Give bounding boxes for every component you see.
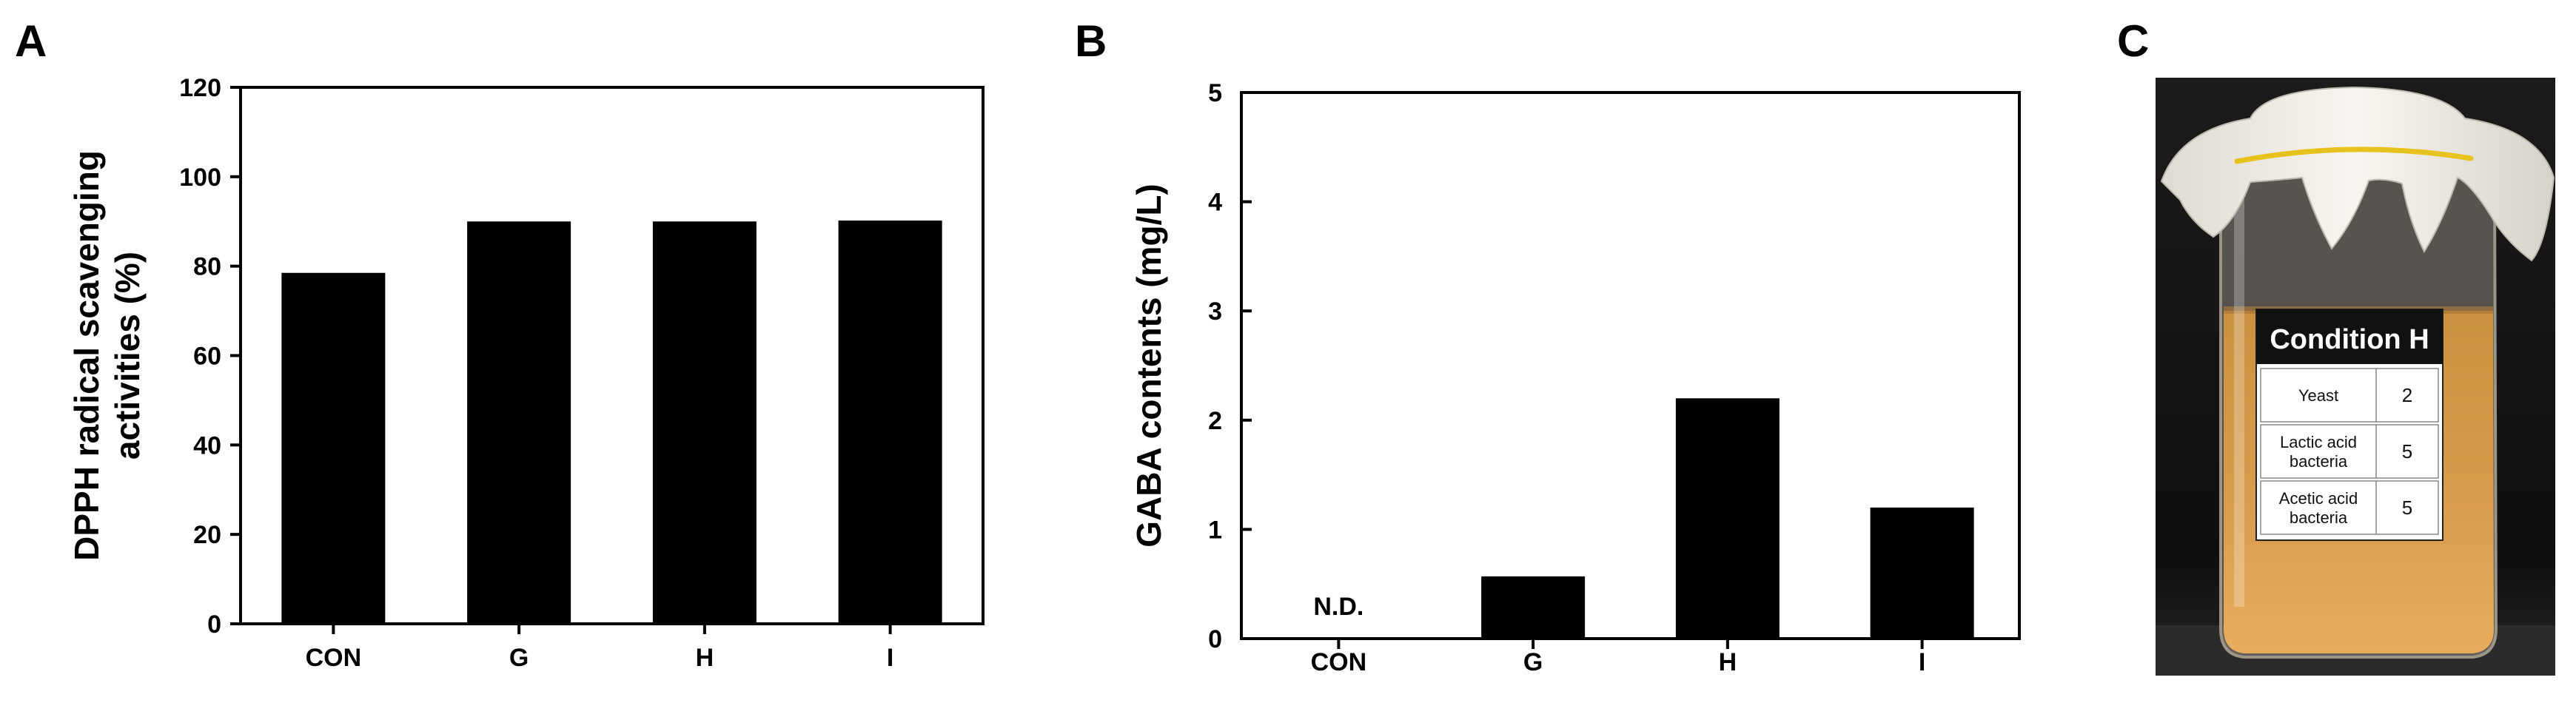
x-tick-label-g: G: [509, 644, 529, 672]
y-tick-label: 4: [1208, 189, 1222, 217]
label-row: [2260, 480, 2439, 535]
x-tick-label-i: I: [1919, 648, 1925, 676]
label-row: [2260, 424, 2439, 479]
annotation-nd: N.D.: [1313, 593, 1364, 621]
y-tick-label: 3: [1208, 297, 1222, 326]
label-row-name: Lactic acid: [2280, 433, 2357, 451]
bar-g: [1481, 576, 1586, 639]
label-row-name: Yeast: [2298, 386, 2338, 405]
y-tick-label: 5: [1208, 79, 1222, 107]
label-row-value: 5: [2402, 497, 2412, 519]
y-tick-label: 20: [193, 521, 221, 549]
x-tick-label-h: H: [1719, 648, 1737, 676]
bar-h: [1675, 398, 1780, 639]
bar-i: [1870, 507, 1974, 639]
panel-letter-a: A: [15, 16, 47, 66]
y-tick-label: 60: [193, 343, 221, 371]
bar-h: [652, 221, 757, 624]
label-card-header: [2256, 309, 2443, 364]
y-tick-label: 0: [207, 610, 221, 639]
y-tick-label: 100: [179, 164, 221, 192]
label-row-name: Acetic acid: [2279, 489, 2358, 508]
bar-i: [838, 221, 942, 625]
bar-con: [281, 272, 386, 624]
panel-letter-b: B: [1075, 16, 1107, 66]
y-tick-label: 1: [1208, 516, 1222, 544]
plot-frame: [1240, 91, 2021, 640]
y-tick-label: 40: [193, 431, 221, 460]
y-tick-label: 0: [1208, 625, 1222, 653]
y-axis-title-line: activities (%): [108, 252, 147, 460]
y-tick-label: 80: [193, 253, 221, 281]
label-row-value: 2: [2402, 384, 2412, 406]
glass-highlight: [2234, 192, 2244, 607]
bar-g: [467, 221, 571, 624]
label-row-value: 5: [2402, 440, 2412, 462]
chart-panel-b: 0 1 2 3 4 5 CON G H I N.D. GABA contents (mg/L): [1130, 79, 2021, 676]
y-tick-label: 2: [1208, 407, 1222, 435]
x-tick-label-g: G: [1523, 648, 1543, 676]
y-axis-title-line: DPPH radical scavenging: [67, 150, 106, 561]
label-row-name: bacteria: [2290, 452, 2348, 471]
y-tick-label: 120: [179, 74, 221, 102]
label-row-name: bacteria: [2290, 508, 2348, 527]
x-tick-label-con: CON: [306, 644, 362, 672]
x-tick-label-i: I: [887, 644, 893, 672]
chart-panel-a: 0 20 40 60 80 100 120 CON G H I DPPH radical scaven…: [67, 74, 985, 672]
label-card-title: Condition H: [2270, 324, 2429, 355]
label-row: [2260, 368, 2439, 423]
y-axis-title: GABA contents (mg/L): [1130, 184, 1168, 548]
x-tick-label-h: H: [696, 644, 714, 672]
panel-letter-c: C: [2117, 16, 2149, 66]
x-tick-label-con: CON: [1311, 648, 1367, 676]
cloth-cover: [2160, 86, 2555, 262]
rubber-band: [2234, 147, 2474, 164]
